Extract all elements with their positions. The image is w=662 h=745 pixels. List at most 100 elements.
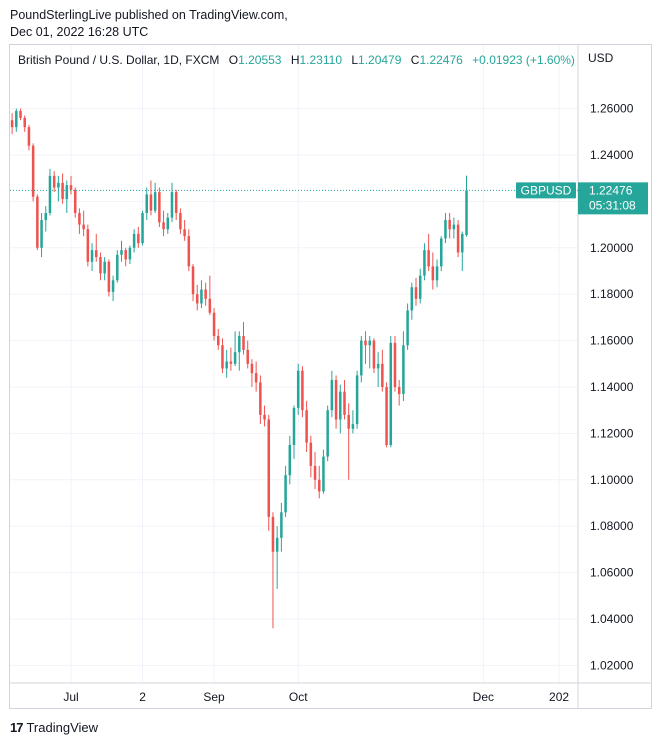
candle-body <box>444 219 447 239</box>
candle-body <box>238 335 241 353</box>
candle-body <box>229 361 233 364</box>
last-price-badge <box>578 182 648 215</box>
candle-body <box>402 345 405 394</box>
candle-body <box>317 479 321 492</box>
candle-body <box>179 213 182 230</box>
candle-body <box>280 512 283 538</box>
candle-body <box>40 219 43 248</box>
candle-body <box>212 312 216 336</box>
price-tick-label: 1.20000 <box>590 241 634 255</box>
candle-body <box>313 465 317 480</box>
ohlc-legend: British Pound / U.S. Dollar, 1D, FXCM O 1… <box>18 53 575 67</box>
candle-body <box>52 175 56 188</box>
candle-body <box>381 363 384 387</box>
time-tick-label: 2 <box>139 690 146 704</box>
price-tick-label: 1.16000 <box>590 334 634 348</box>
currency-label: USD <box>588 51 614 65</box>
candle-body <box>339 391 342 420</box>
candle-body <box>217 335 220 346</box>
candle-body <box>242 335 245 350</box>
candle-body <box>423 250 426 276</box>
candle-body <box>44 213 48 220</box>
candle-body <box>439 238 443 267</box>
candle-body <box>153 192 157 211</box>
published-by-text: PoundSterlingLive published on TradingVi… <box>10 8 288 22</box>
candle-body <box>267 419 271 517</box>
candle-body <box>389 342 393 445</box>
candle-body <box>82 224 85 230</box>
candle-body <box>418 275 422 299</box>
countdown-label: 05:31:08 <box>589 198 636 212</box>
candle-body <box>145 194 149 213</box>
candle-body <box>376 363 380 369</box>
chart-frame <box>9 44 652 709</box>
price-tick-label: 1.10000 <box>590 473 634 487</box>
candle-body <box>288 445 292 476</box>
candle-body <box>36 196 39 248</box>
candle-body <box>322 456 325 492</box>
candle-body <box>254 373 258 383</box>
candle-body <box>166 217 170 230</box>
candle-body <box>263 414 266 420</box>
candle-body <box>385 387 388 445</box>
time-tick-label: Sep <box>203 690 225 704</box>
candle-body <box>250 363 254 374</box>
candle-body <box>347 414 350 429</box>
low-label: L <box>351 53 359 67</box>
high-label: H <box>290 53 300 67</box>
candle-body <box>73 189 77 213</box>
candle-body <box>120 250 123 255</box>
candle-body <box>111 280 115 292</box>
candle-body <box>414 287 418 299</box>
candle-body <box>461 233 464 253</box>
candle-body <box>221 345 224 369</box>
candle-body <box>65 185 69 200</box>
low-value: 1.20479 <box>358 53 402 67</box>
candle-body <box>174 192 178 213</box>
candle-body <box>410 287 414 311</box>
candle-body <box>90 250 94 262</box>
candle-body <box>465 190 468 236</box>
price-tick-label: 1.12000 <box>590 426 634 440</box>
candle-body <box>330 380 334 411</box>
price-tick-label: 1.04000 <box>590 612 634 626</box>
symbol-description: British Pound / U.S. Dollar, 1D, FXCM <box>18 53 220 67</box>
high-value: 1.23110 <box>299 53 343 67</box>
candle-body <box>427 250 430 267</box>
candle-body <box>397 387 401 394</box>
candle-body <box>406 310 409 346</box>
candle-body <box>326 410 329 457</box>
candle-body <box>57 182 60 188</box>
candle-body <box>99 257 102 274</box>
candle-body <box>284 475 287 513</box>
open-label: O <box>228 53 239 67</box>
candle-body <box>360 340 363 376</box>
candle-body <box>27 127 31 146</box>
tradingview-logo[interactable]: 17 TradingView <box>10 720 98 735</box>
candle-body <box>301 370 304 411</box>
price-tick-label: 1.18000 <box>590 287 634 301</box>
price-tick-label: 1.14000 <box>590 380 634 394</box>
candle-body <box>48 175 52 213</box>
candle-body <box>431 266 435 281</box>
candle-body <box>208 298 212 313</box>
candle-body <box>343 391 346 415</box>
price-tick-label: 1.26000 <box>590 102 634 116</box>
candle-body <box>183 229 186 237</box>
candle-body <box>94 250 98 258</box>
candle-body <box>158 192 161 223</box>
candle-body <box>233 352 237 364</box>
time-tick-label: Dec <box>473 690 494 704</box>
candle-body <box>19 110 22 118</box>
price-tick-label: 1.08000 <box>590 519 634 533</box>
candle-body <box>69 185 73 190</box>
time-tick-label: Jul <box>63 690 78 704</box>
candle-body <box>259 382 262 415</box>
time-tick-label: Oct <box>289 690 308 704</box>
candle-body <box>393 342 397 387</box>
candle-body <box>292 407 296 445</box>
candle-body <box>372 340 376 369</box>
price-tick-label: 1.06000 <box>590 566 634 580</box>
candle-body <box>271 516 275 552</box>
